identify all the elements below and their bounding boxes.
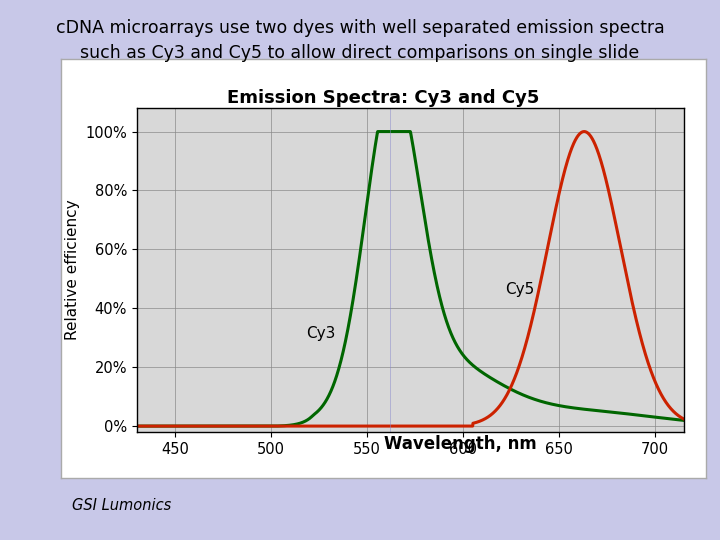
- Text: GSI Lumonics: GSI Lumonics: [72, 498, 171, 514]
- Text: Cy3: Cy3: [306, 326, 335, 341]
- Y-axis label: Relative efficiency: Relative efficiency: [65, 200, 80, 340]
- Text: cDNA microarrays use two dyes with well separated emission spectra: cDNA microarrays use two dyes with well …: [55, 19, 665, 37]
- Text: Wavelength, nm: Wavelength, nm: [384, 435, 537, 453]
- Text: Emission Spectra: Cy3 and Cy5: Emission Spectra: Cy3 and Cy5: [228, 89, 539, 107]
- Text: such as Cy3 and Cy5 to allow direct comparisons on single slide: such as Cy3 and Cy5 to allow direct comp…: [81, 44, 639, 62]
- Text: Cy5: Cy5: [505, 281, 535, 296]
